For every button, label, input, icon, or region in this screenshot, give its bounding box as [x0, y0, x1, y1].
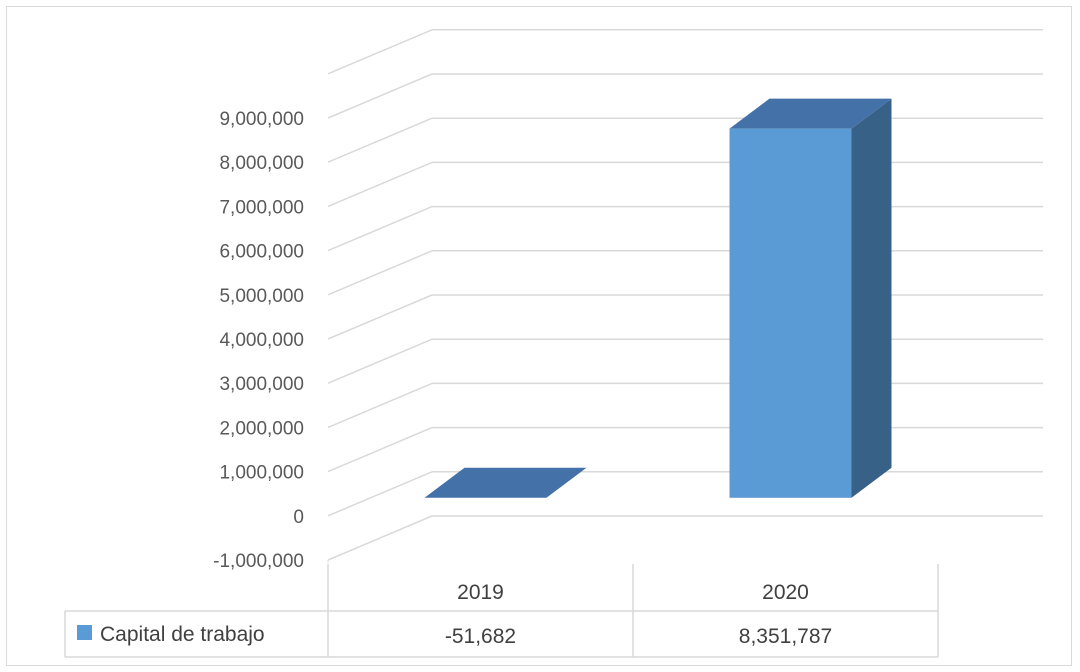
gridline-side: [327, 515, 433, 561]
y-tick-label: 8,000,000: [219, 153, 304, 174]
y-tick-label: 3,000,000: [219, 374, 304, 395]
gridline-side: [327, 29, 433, 75]
y-tick-label: 4,000,000: [219, 330, 304, 351]
bar-top-2020: [729, 98, 892, 129]
chart-frame: -1,000,000 0 1,000,000 2,000,000 3,000,000 4,…: [6, 6, 1072, 666]
gridline-side: [327, 382, 433, 429]
y-tick-label: 7,000,000: [219, 197, 304, 218]
bar-2020: [729, 128, 852, 498]
legend-swatch: [77, 625, 92, 640]
y-tick-label: 1,000,000: [219, 463, 304, 484]
data-label: 8,351,787: [739, 625, 832, 648]
gridline-side: [327, 161, 433, 208]
y-tick-label: 6,000,000: [219, 242, 304, 263]
y-tick-label: 2,000,000: [219, 418, 304, 439]
gridline-side: [327, 294, 433, 340]
gridline-side: [327, 73, 433, 119]
gridline-side: [327, 471, 433, 517]
gridline-side: [327, 205, 433, 252]
legend-label: Capital de trabajo: [100, 623, 265, 646]
bar-side-2020: [851, 98, 892, 498]
y-tick-label: -1,000,000: [213, 551, 304, 572]
chart-canvas: -1,000,000 0 1,000,000 2,000,000 3,000,000 4,…: [64, 29, 1043, 658]
gridline-side: [327, 117, 433, 163]
y-tick-label: 0: [293, 507, 304, 528]
bar-top-2019: [424, 467, 587, 498]
y-tick-label: 5,000,000: [219, 286, 304, 307]
y-tick-label: 9,000,000: [219, 109, 304, 130]
gridline-side: [327, 250, 433, 296]
x-tick-label: 2019: [457, 581, 504, 604]
gridline-side: [327, 338, 433, 384]
data-label: -51,682: [445, 625, 516, 648]
x-tick-label: 2020: [762, 581, 809, 604]
gridline-side: [327, 426, 433, 473]
